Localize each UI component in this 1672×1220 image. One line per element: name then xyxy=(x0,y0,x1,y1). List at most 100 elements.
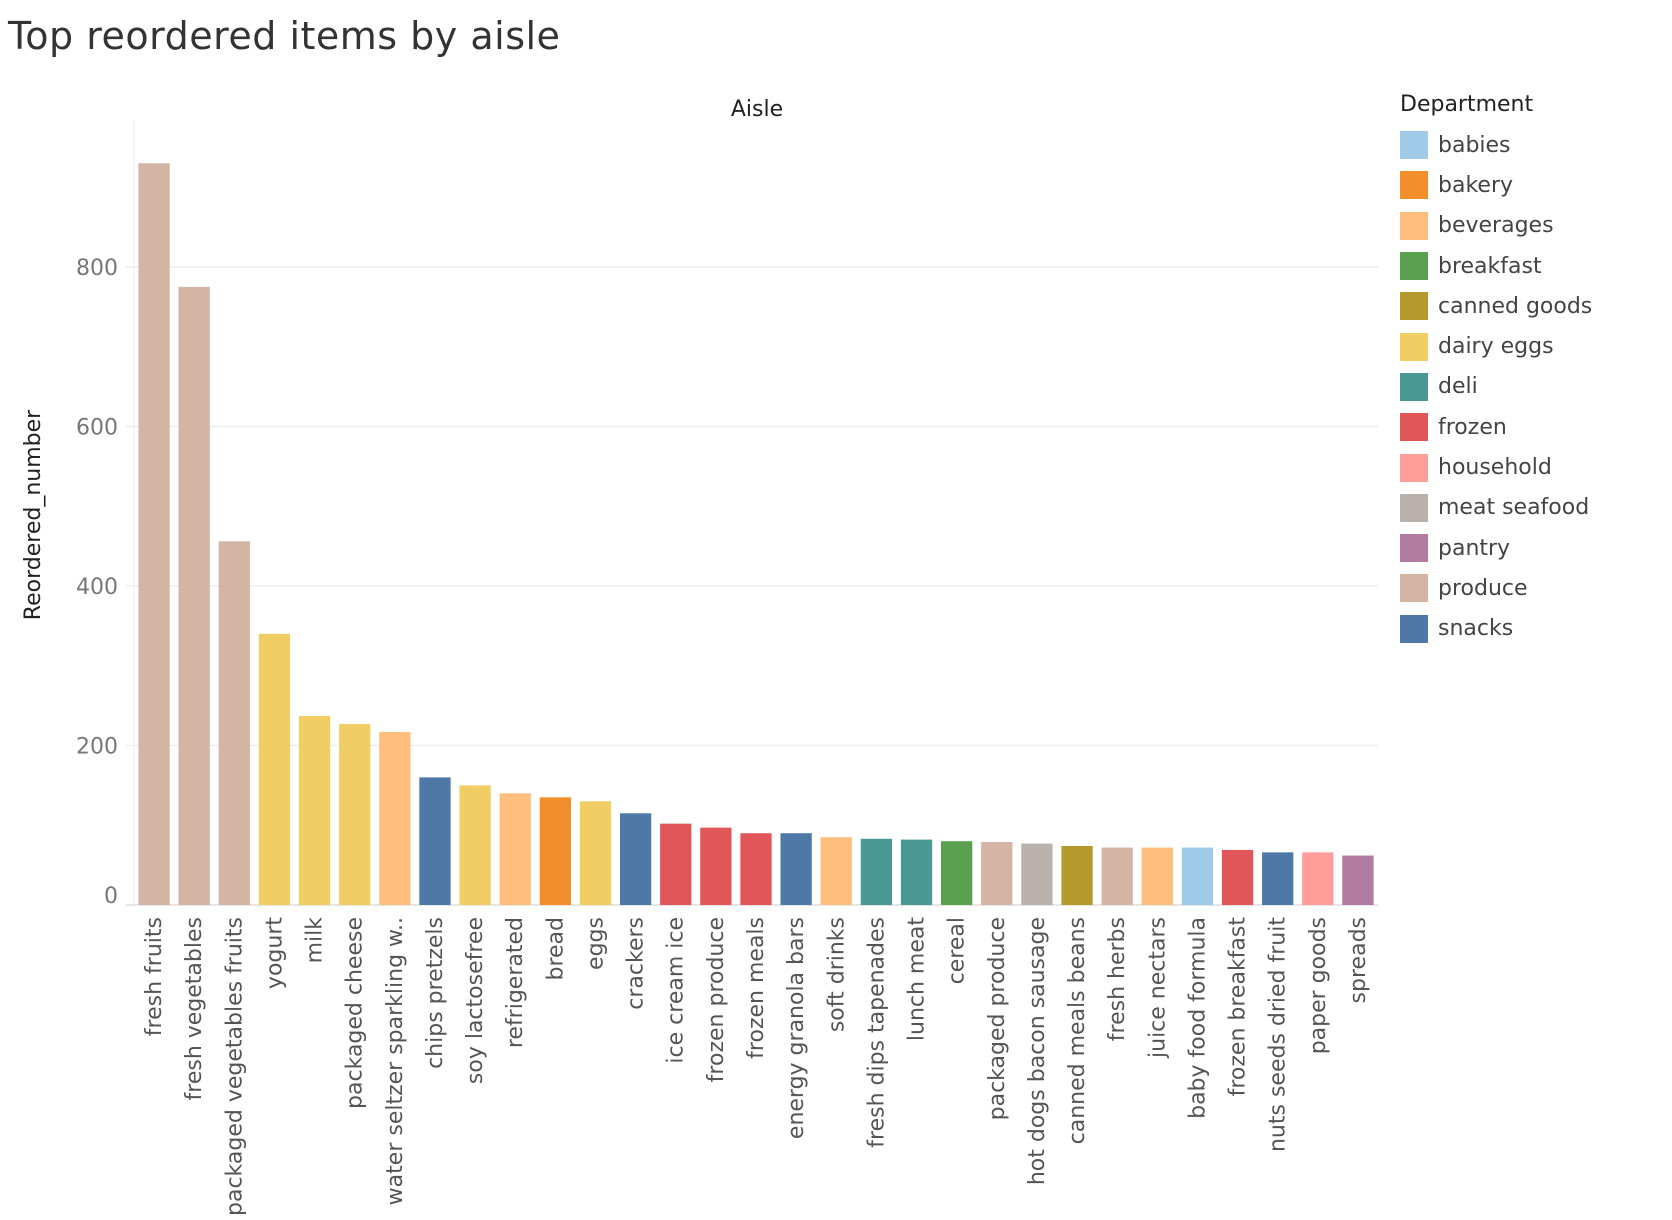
bar[interactable] xyxy=(700,827,732,905)
legend-label: beverages xyxy=(1438,213,1554,239)
x-tick-label: chips pretzels xyxy=(423,917,448,1069)
bar[interactable] xyxy=(499,793,531,905)
bar[interactable] xyxy=(1061,845,1093,905)
x-axis-labels: fresh fruits fresh vegetables packaged veg… xyxy=(142,917,1371,1216)
legend-swatch xyxy=(1400,171,1428,200)
legend-title: Department xyxy=(1400,92,1534,117)
bar[interactable] xyxy=(981,841,1013,905)
bars xyxy=(138,163,1374,905)
legend-label: household xyxy=(1438,455,1552,481)
x-tick-label: packaged cheese xyxy=(343,917,368,1109)
legend-item[interactable]: household xyxy=(1400,447,1670,487)
legend-swatch xyxy=(1400,332,1428,361)
legend-item[interactable]: babies xyxy=(1400,125,1670,165)
legend-label: babies xyxy=(1438,132,1511,158)
bar[interactable] xyxy=(379,731,411,905)
legend-swatch xyxy=(1400,292,1428,321)
x-tick-label: fresh herbs xyxy=(1105,917,1130,1041)
x-tick-label: lunch meat xyxy=(905,917,930,1041)
y-tick-label: 600 xyxy=(76,415,118,440)
bar[interactable] xyxy=(1181,847,1214,905)
bar[interactable] xyxy=(940,841,973,905)
bar[interactable] xyxy=(419,777,451,905)
y-tick-label: 400 xyxy=(76,575,118,600)
x-tick-label: milk xyxy=(303,917,328,964)
legend-swatch xyxy=(1400,534,1428,563)
bar[interactable] xyxy=(860,838,893,905)
legend-item[interactable]: produce xyxy=(1400,568,1670,608)
legend-swatch xyxy=(1400,493,1428,522)
legend-item[interactable]: dairy eggs xyxy=(1400,326,1670,366)
bar[interactable] xyxy=(780,833,812,905)
x-tick-label: packaged produce xyxy=(985,917,1010,1120)
bar[interactable] xyxy=(619,813,652,905)
legend-item[interactable]: meat seafood xyxy=(1400,488,1670,528)
chart-title: Top reordered items by aisle xyxy=(8,14,561,58)
legend-label: meat seafood xyxy=(1438,495,1590,521)
legend-swatch xyxy=(1400,413,1428,442)
bar[interactable] xyxy=(1021,843,1053,905)
x-tick-label: fresh dips tapenades xyxy=(864,917,889,1148)
legend-item[interactable]: bakery xyxy=(1400,165,1670,205)
legend-items: babies bakery beverages breakfast canned goo… xyxy=(1400,125,1670,649)
y-axis-ticks: 0 200 400 600 800 xyxy=(76,256,118,909)
bar[interactable] xyxy=(1342,855,1374,905)
x-tick-label: bread xyxy=(543,917,568,981)
x-tick-label: eggs xyxy=(583,917,608,970)
legend-swatch xyxy=(1400,453,1428,482)
y-axis-title: Reordered_number xyxy=(21,409,46,620)
x-tick-label: yogurt xyxy=(262,917,287,989)
legend-label: frozen xyxy=(1438,414,1507,440)
x-tick-label: water seltzer sparkling w.. xyxy=(383,917,408,1205)
bar[interactable] xyxy=(1302,852,1334,905)
x-tick-label: paper goods xyxy=(1306,917,1331,1054)
legend-label: produce xyxy=(1438,575,1528,601)
bar[interactable] xyxy=(218,541,250,905)
bar[interactable] xyxy=(820,837,852,905)
x-tick-label: ice cream ice xyxy=(664,917,689,1064)
x-tick-label: frozen meals xyxy=(744,917,769,1059)
legend-label: dairy eggs xyxy=(1438,334,1554,360)
legend-item[interactable]: snacks xyxy=(1400,609,1670,649)
x-tick-label: soy lactosefree xyxy=(463,917,488,1084)
legend-swatch xyxy=(1400,614,1428,643)
x-tick-label: nuts seeds dried fruit xyxy=(1266,917,1291,1152)
legend-label: breakfast xyxy=(1438,253,1542,279)
legend-label: canned goods xyxy=(1438,293,1593,319)
y-tick-label: 0 xyxy=(104,884,118,909)
x-tick-label: fresh fruits xyxy=(142,917,167,1036)
x-tick-label: soft drinks xyxy=(824,917,849,1032)
bar[interactable] xyxy=(900,839,933,905)
bar[interactable] xyxy=(740,833,772,905)
bar[interactable] xyxy=(178,286,210,905)
bar[interactable] xyxy=(1101,847,1133,905)
y-tick-label: 800 xyxy=(76,256,118,281)
legend-item[interactable]: pantry xyxy=(1400,528,1670,568)
x-tick-label: spreads xyxy=(1346,917,1371,1003)
legend-item[interactable]: beverages xyxy=(1400,206,1670,246)
x-tick-label: packaged vegetables fruits xyxy=(222,917,247,1216)
legend-item[interactable]: breakfast xyxy=(1400,246,1670,286)
legend-label: deli xyxy=(1438,374,1478,400)
bar[interactable] xyxy=(298,715,331,905)
legend-item[interactable]: deli xyxy=(1400,367,1670,407)
bar[interactable] xyxy=(258,633,291,905)
bar[interactable] xyxy=(1262,852,1294,905)
bar[interactable] xyxy=(459,785,491,905)
bar[interactable] xyxy=(539,797,572,905)
legend-item[interactable]: frozen xyxy=(1400,407,1670,447)
bar[interactable] xyxy=(138,163,170,905)
legend-item[interactable]: canned goods xyxy=(1400,286,1670,326)
bar[interactable] xyxy=(1141,847,1173,905)
legend-label: pantry xyxy=(1438,535,1511,561)
bar[interactable] xyxy=(660,823,692,905)
x-tick-label: frozen produce xyxy=(704,917,729,1082)
x-tick-label: energy granola bars xyxy=(784,917,809,1139)
legend-label: snacks xyxy=(1438,616,1514,642)
y-tick-label: 200 xyxy=(76,734,118,759)
bar[interactable] xyxy=(339,723,371,905)
bar[interactable] xyxy=(1221,849,1254,905)
legend-swatch xyxy=(1400,252,1428,281)
bar[interactable] xyxy=(579,801,612,905)
